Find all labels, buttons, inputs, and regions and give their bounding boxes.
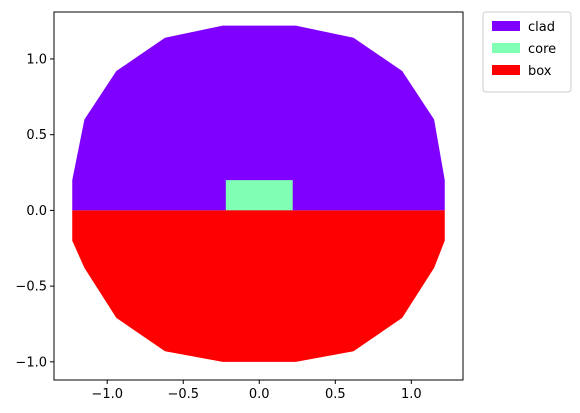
polygon: [72, 210, 445, 362]
legend-label: core: [528, 42, 556, 57]
legend-swatch: [492, 21, 520, 31]
x-tick-label: 1.0: [401, 387, 422, 402]
y-tick-label: 0.0: [26, 204, 47, 219]
legend-swatch: [492, 65, 520, 75]
polygon: [72, 25, 445, 211]
y-tick-label: −1.0: [15, 355, 47, 370]
x-tick-label: −0.5: [167, 387, 199, 402]
y-tick-label: 0.5: [26, 128, 47, 143]
x-tick-label: −1.0: [91, 387, 123, 402]
x-tick-label: 0.0: [249, 387, 270, 402]
axes-frame: [53, 11, 464, 381]
legend-label: box: [528, 64, 552, 79]
legend-label: clad: [528, 20, 555, 35]
y-tick-label: −0.5: [15, 280, 47, 295]
legend-swatch: [492, 43, 520, 53]
x-tick-label: 0.5: [325, 387, 346, 402]
y-tick-label: 1.0: [26, 52, 47, 67]
polygon: [225, 180, 293, 211]
